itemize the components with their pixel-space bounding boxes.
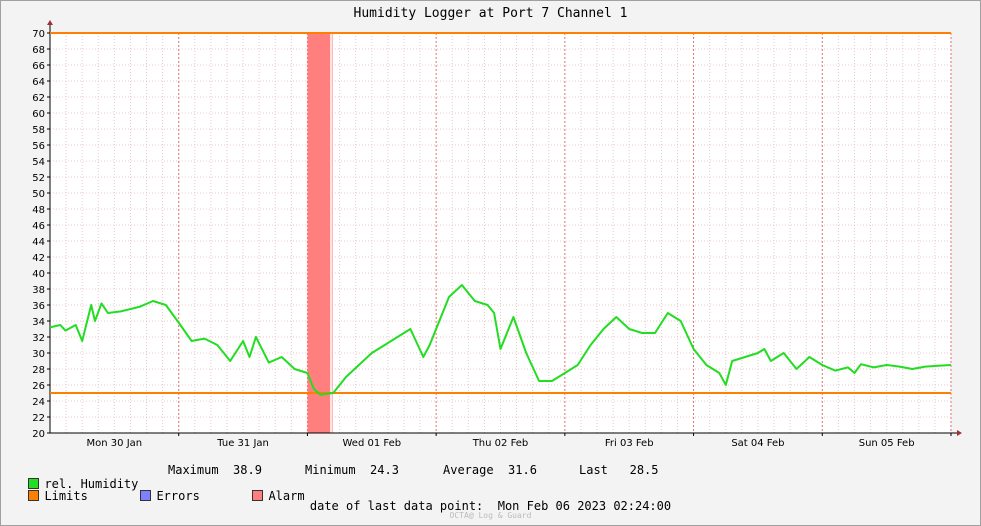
alarm-swatch: [252, 490, 264, 501]
last-data-point-label: date of last data point:: [309, 499, 484, 513]
stat-maximum-label: Maximum: [168, 463, 219, 477]
stat-last: Last 28.5: [579, 463, 659, 477]
y-tick-label: 68: [32, 45, 45, 56]
stat-maximum-value: 38.9: [233, 463, 262, 477]
x-tick-label: Mon 30 Jan: [87, 438, 143, 449]
x-axis-arrow: [957, 430, 962, 436]
stat-minimum-value: 24.3: [370, 463, 399, 477]
y-tick-label: 32: [32, 333, 45, 344]
errors-swatch: [140, 490, 152, 501]
last-data-point-value: Mon Feb 06 2023 02:24:00: [497, 499, 672, 513]
y-tick-label: 38: [32, 285, 45, 296]
y-tick-label: 24: [32, 397, 45, 408]
chart-title: Humidity Logger at Port 7 Channel 1: [353, 6, 628, 21]
stat-minimum-label: Minimum: [305, 463, 356, 477]
y-tick-label: 66: [32, 61, 45, 72]
x-tick-label: Sat 04 Feb: [731, 438, 784, 449]
last-data-point: date of last data point: Mon Feb 06 2023…: [0, 499, 981, 513]
stat-maximum: Maximum 38.9: [168, 463, 262, 477]
y-tick-label: 40: [32, 269, 45, 280]
y-tick-label: 56: [32, 141, 45, 152]
legend-alarm-label: Alarm: [268, 489, 305, 503]
x-tick-label: Tue 31 Jan: [216, 438, 269, 449]
y-tick-label: 34: [32, 317, 45, 328]
y-tick-label: 70: [32, 29, 45, 40]
legend-humidity-label: rel. Humidity: [44, 477, 139, 491]
x-tick-label: Sun 05 Feb: [859, 438, 915, 449]
y-tick-label: 50: [32, 189, 45, 200]
limits-swatch: [28, 490, 40, 501]
y-tick-label: 64: [32, 77, 45, 88]
legend-errors-label: Errors: [156, 489, 200, 503]
y-tick-label: 20: [32, 429, 45, 440]
y-tick-label: 26: [32, 381, 45, 392]
y-tick-label: 30: [32, 349, 45, 360]
y-tick-label: 44: [32, 237, 45, 248]
y-tick-label: 60: [32, 109, 45, 120]
y-tick-label: 42: [32, 253, 45, 264]
stat-minimum: Minimum 24.3: [305, 463, 399, 477]
y-axis-arrow: [47, 20, 53, 25]
legend-alarm: Alarm: [238, 475, 305, 503]
y-tick-label: 36: [32, 301, 45, 312]
x-tick-label: Fri 03 Feb: [605, 438, 654, 449]
legend-limits-label: Limits: [44, 489, 88, 503]
y-tick-label: 22: [32, 413, 45, 424]
stat-average-label: Average: [443, 463, 494, 477]
y-tick-label: 28: [32, 365, 45, 376]
y-tick-label: 52: [32, 173, 45, 184]
humidity-series-line: [49, 284, 952, 396]
y-tick-label: 62: [32, 93, 45, 104]
alarm-band: [307, 33, 331, 433]
legend-humidity: rel. Humidity: [14, 463, 138, 491]
watermark: OCTA@ Log & Guard: [449, 511, 532, 520]
x-tick-label: Wed 01 Feb: [342, 438, 401, 449]
y-tick-label: 46: [32, 221, 45, 232]
y-tick-label: 48: [32, 205, 45, 216]
legend-errors: Errors: [126, 475, 200, 503]
legend-limits: Limits: [14, 475, 88, 503]
y-tick-label: 58: [32, 125, 45, 136]
stat-last-label: Last: [579, 463, 608, 477]
stat-average-value: 31.6: [508, 463, 537, 477]
humidity-swatch: [28, 478, 40, 489]
stat-average: Average 31.6: [443, 463, 537, 477]
stat-last-value: 28.5: [629, 463, 659, 477]
x-tick-label: Thu 02 Feb: [472, 438, 529, 449]
y-tick-label: 54: [32, 157, 45, 168]
